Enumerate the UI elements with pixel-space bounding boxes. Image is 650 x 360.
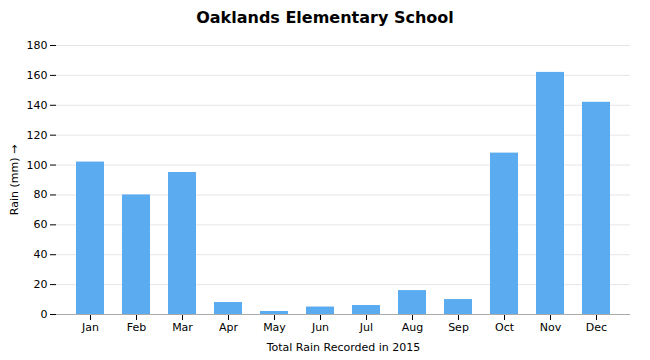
svg-text:Aug: Aug (402, 321, 423, 334)
svg-text:Dec: Dec (586, 321, 607, 334)
svg-text:Jun: Jun (311, 321, 329, 334)
svg-text:20: 20 (34, 278, 48, 291)
svg-text:100: 100 (27, 159, 48, 172)
svg-text:60: 60 (34, 218, 48, 231)
svg-text:Jan: Jan (81, 321, 99, 334)
svg-text:40: 40 (34, 248, 48, 261)
svg-text:Oct: Oct (495, 321, 515, 334)
svg-text:Jul: Jul (359, 321, 373, 334)
svg-text:Sep: Sep (448, 321, 469, 334)
html-text:Oaklands Elementary School: Oaklands Elementary School (196, 8, 454, 27)
svg-text:160: 160 (27, 69, 48, 82)
svg-text:Rain (mm) →: Rain (mm) → (8, 145, 21, 215)
svg-text:Mar: Mar (172, 321, 193, 334)
svg-text:140: 140 (27, 99, 48, 112)
svg-text:180: 180 (27, 39, 48, 52)
svg-text:May: May (263, 321, 286, 334)
svg-text:Feb: Feb (127, 321, 146, 334)
svg-text:Total Rain Recorded in 2015: Total Rain Recorded in 2015 (266, 341, 421, 354)
svg-text:0: 0 (41, 308, 48, 321)
svg-text:120: 120 (27, 129, 48, 142)
svg-text:80: 80 (34, 188, 48, 201)
svg-text:Nov: Nov (540, 321, 562, 334)
svg-text:Apr: Apr (219, 321, 239, 334)
